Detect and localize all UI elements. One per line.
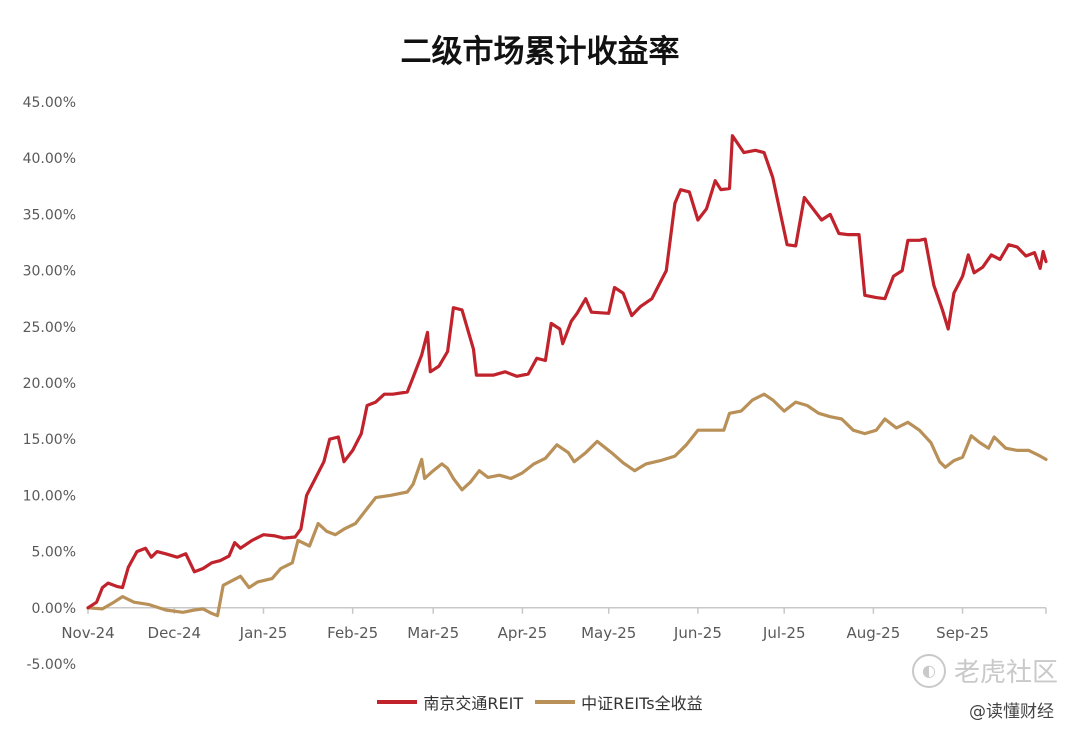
x-tick-label: Apr-25 (498, 624, 548, 642)
x-tick-label: Aug-25 (846, 624, 900, 642)
x-tick-label: Dec-24 (148, 624, 202, 642)
y-tick-label: 20.00% (23, 376, 76, 392)
y-tick-label: 5.00% (32, 545, 76, 561)
watermark: ◐ 老虎社区 (911, 652, 1058, 689)
legend-swatch-series2 (535, 700, 576, 704)
chart-legend: 南京交通REIT 中证REITs全收益 (0, 690, 1080, 714)
x-tick-label: Sep-25 (936, 624, 989, 642)
x-tick-label: May-25 (581, 624, 636, 642)
y-tick-label: 35.00% (23, 207, 76, 223)
y-tick-label: 10.00% (23, 488, 76, 504)
legend-item-series2: 中证REITs全收益 (535, 690, 703, 714)
y-tick-label: 45.00% (23, 95, 76, 111)
legend-label-series1: 南京交通REIT (423, 694, 524, 713)
y-tick-label: 25.00% (23, 320, 76, 336)
y-tick-label: 0.00% (32, 601, 76, 617)
series-line-csi-reits (86, 392, 1048, 618)
x-tick-label: Feb-25 (327, 624, 378, 642)
legend-label-series2: 中证REITs全收益 (581, 694, 703, 713)
x-tick-label: Nov-24 (61, 624, 114, 642)
watermark-brand: 老虎社区 (953, 658, 1058, 688)
x-tick-label: Mar-25 (407, 624, 459, 642)
tiger-logo-icon: ◐ (911, 653, 946, 688)
x-tick-label: Jul-25 (762, 624, 806, 642)
x-tick-label: Jun-25 (673, 624, 722, 642)
legend-swatch-series1 (377, 700, 418, 704)
chart-title: 二级市场累计收益率 (400, 34, 680, 70)
y-tick-label: 30.00% (23, 264, 76, 280)
y-tick-label: -5.00% (26, 657, 76, 673)
y-tick-label: 15.00% (23, 432, 76, 448)
series-line-nanjing-reit (86, 134, 1048, 610)
x-tick-label: Jan-25 (239, 624, 288, 642)
legend-item-series1: 南京交通REIT (377, 690, 523, 714)
author-handle: @读懂财经 (969, 702, 1054, 722)
y-tick-label: 40.00% (23, 151, 76, 167)
